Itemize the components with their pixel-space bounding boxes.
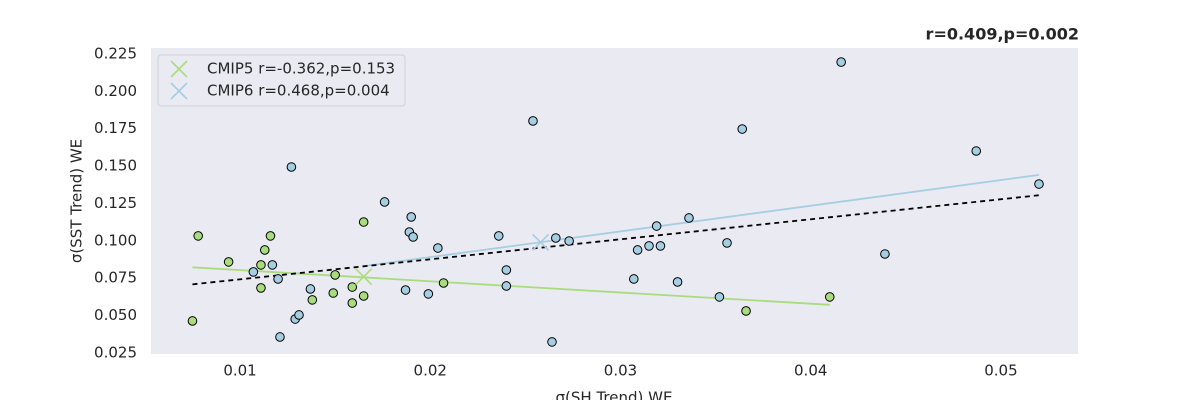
y-tick-label: 0.050 bbox=[94, 306, 137, 324]
point bbox=[347, 298, 358, 308]
point bbox=[286, 162, 297, 172]
point bbox=[358, 217, 369, 227]
point bbox=[400, 285, 411, 295]
point bbox=[433, 243, 443, 253]
point bbox=[347, 282, 358, 292]
point bbox=[273, 274, 283, 284]
point bbox=[684, 213, 694, 223]
point bbox=[672, 277, 683, 287]
point bbox=[971, 146, 982, 156]
point bbox=[193, 231, 203, 241]
point bbox=[408, 232, 418, 242]
point bbox=[880, 249, 890, 259]
point bbox=[259, 245, 270, 255]
point bbox=[406, 212, 417, 222]
point bbox=[267, 260, 278, 270]
chart-title: r=0.409,p=0.002 bbox=[926, 25, 1079, 44]
mean-marker bbox=[355, 268, 373, 286]
y-axis-label: σ(SST Trend) WE bbox=[68, 139, 86, 263]
y-tick-label: 0.125 bbox=[94, 194, 137, 212]
x-tick-label: 0.01 bbox=[223, 362, 256, 380]
point bbox=[358, 291, 369, 301]
legend: CMIP5 r=-0.362,p=0.153 CMIP6 r=0.468,p=0.… bbox=[157, 54, 406, 107]
y-tick-label: 0.075 bbox=[94, 269, 137, 287]
point bbox=[1034, 179, 1044, 189]
point bbox=[651, 221, 662, 231]
point bbox=[294, 310, 304, 320]
legend-label: CMIP5 r=-0.362,p=0.153 bbox=[207, 60, 395, 78]
point bbox=[493, 231, 504, 241]
fit-line bbox=[363, 174, 1040, 267]
point bbox=[551, 233, 561, 243]
point bbox=[501, 265, 512, 275]
x-tick-label: 0.02 bbox=[414, 362, 447, 380]
cross-stroke bbox=[532, 233, 550, 251]
y-tick-label: 0.025 bbox=[94, 343, 137, 361]
point bbox=[655, 241, 666, 251]
point bbox=[632, 245, 643, 255]
y-tick-label: 0.225 bbox=[94, 44, 137, 62]
point bbox=[307, 295, 318, 305]
point bbox=[644, 241, 654, 251]
y-tick-label: 0.200 bbox=[94, 82, 137, 100]
point bbox=[547, 337, 557, 347]
x-tick-label: 0.03 bbox=[604, 362, 637, 380]
point bbox=[423, 289, 434, 299]
point bbox=[741, 306, 751, 316]
cross-stroke bbox=[170, 60, 188, 78]
x-axis-label: σ(SH Trend) WE bbox=[556, 389, 673, 400]
point bbox=[256, 283, 266, 293]
point bbox=[824, 292, 835, 302]
overall-fit-line bbox=[192, 194, 1040, 286]
point bbox=[722, 238, 732, 248]
legend-marker bbox=[170, 60, 188, 78]
point bbox=[714, 292, 725, 302]
point bbox=[248, 267, 259, 277]
point bbox=[836, 57, 846, 67]
point bbox=[265, 231, 276, 241]
point bbox=[275, 332, 285, 342]
mean-marker bbox=[532, 233, 550, 251]
point bbox=[737, 124, 748, 134]
point bbox=[528, 116, 538, 126]
point bbox=[438, 278, 449, 288]
cross-stroke bbox=[355, 268, 373, 286]
x-tick-label: 0.04 bbox=[794, 362, 827, 380]
y-tick-label: 0.100 bbox=[94, 231, 137, 249]
point bbox=[328, 288, 339, 298]
point bbox=[223, 257, 234, 267]
cross-stroke bbox=[170, 82, 188, 100]
point bbox=[379, 197, 390, 207]
y-tick-label: 0.175 bbox=[94, 119, 137, 137]
y-tick-label: 0.150 bbox=[94, 157, 137, 175]
legend-marker bbox=[170, 82, 188, 100]
legend-label: CMIP6 r=0.468,p=0.004 bbox=[207, 82, 390, 100]
legend-box bbox=[157, 54, 406, 107]
point bbox=[187, 316, 198, 326]
point bbox=[501, 281, 512, 291]
x-tick-label: 0.05 bbox=[984, 362, 1017, 380]
point bbox=[564, 236, 574, 246]
point bbox=[629, 274, 639, 284]
point bbox=[330, 270, 340, 280]
point bbox=[256, 260, 266, 270]
point bbox=[305, 284, 316, 294]
